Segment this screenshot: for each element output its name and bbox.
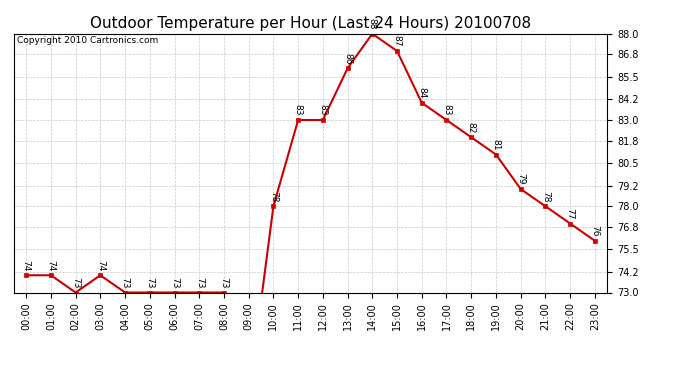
Text: Copyright 2010 Cartronics.com: Copyright 2010 Cartronics.com bbox=[17, 36, 158, 45]
Text: 88: 88 bbox=[368, 18, 377, 30]
Text: 79: 79 bbox=[516, 173, 525, 185]
Text: 73: 73 bbox=[71, 277, 80, 288]
Text: 73: 73 bbox=[195, 277, 204, 288]
Text: 77: 77 bbox=[566, 208, 575, 219]
Text: 82: 82 bbox=[466, 122, 475, 133]
Text: 81: 81 bbox=[491, 139, 500, 150]
Text: 78: 78 bbox=[269, 190, 278, 202]
Text: 78: 78 bbox=[541, 190, 550, 202]
Text: 74: 74 bbox=[21, 260, 30, 271]
Text: 83: 83 bbox=[318, 104, 327, 116]
Text: 86: 86 bbox=[343, 53, 352, 64]
Text: 76: 76 bbox=[591, 225, 600, 237]
Text: 84: 84 bbox=[417, 87, 426, 99]
Title: Outdoor Temperature per Hour (Last 24 Hours) 20100708: Outdoor Temperature per Hour (Last 24 Ho… bbox=[90, 16, 531, 31]
Text: 73: 73 bbox=[146, 277, 155, 288]
Text: 83: 83 bbox=[442, 104, 451, 116]
Text: 87: 87 bbox=[393, 35, 402, 47]
Text: 73: 73 bbox=[219, 277, 228, 288]
Text: 74: 74 bbox=[96, 260, 105, 271]
Text: 83: 83 bbox=[294, 104, 303, 116]
Text: 67: 67 bbox=[0, 374, 1, 375]
Text: 74: 74 bbox=[46, 260, 55, 271]
Text: 73: 73 bbox=[121, 277, 130, 288]
Text: 73: 73 bbox=[170, 277, 179, 288]
